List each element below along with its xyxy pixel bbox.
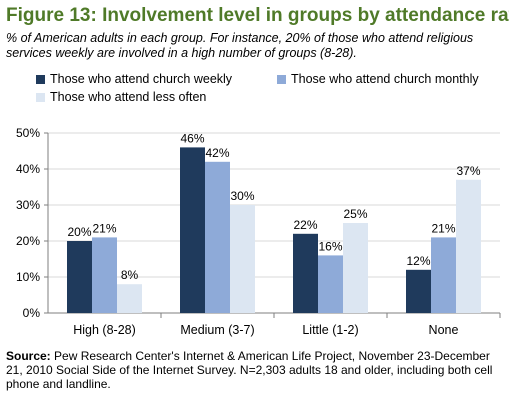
data-label: 46% (180, 131, 204, 145)
y-tick-label: 40% (16, 162, 40, 176)
y-tick-label: 20% (16, 234, 40, 248)
y-tick-label: 0% (23, 306, 41, 320)
bar-chart: 0%10%20%30%40%50%20% 21%8%High (8-28)46%4… (16, 126, 501, 337)
bar (205, 161, 230, 313)
legend-label-monthly: Those who attend church monthly (291, 72, 479, 86)
data-label: 12% (406, 254, 430, 268)
x-tick-label: High (8-28) (73, 323, 136, 337)
bar (230, 205, 255, 313)
bar (406, 269, 431, 313)
legend-swatch-monthly (277, 74, 286, 84)
source-text: Pew Research Center's Internet & America… (6, 349, 493, 391)
data-label: 30% (230, 189, 254, 203)
data-label: 16% (318, 239, 342, 253)
source-note: Source: Pew Research Center's Internet &… (6, 349, 506, 391)
bar (343, 223, 368, 313)
x-tick-label: Little (1-2) (302, 323, 358, 337)
bar (117, 284, 142, 313)
data-label: 22% (293, 218, 317, 232)
x-tick-label: Medium (3-7) (180, 323, 254, 337)
data-label: 21% (92, 221, 116, 235)
bar (318, 255, 343, 313)
data-label: 8% (121, 268, 139, 282)
data-label: 25% (343, 207, 367, 221)
legend-label-less-often: Those who attend less often (50, 90, 207, 104)
x-tick-label: None (429, 323, 459, 337)
bar (92, 237, 117, 313)
chart-area: 0% 10% 20% 30% 40% 50% 20% 21% 8% High (8-28) 46% 4… (0, 118, 509, 349)
source-label: Source: (6, 349, 51, 363)
bar (431, 237, 456, 313)
data-label: 21% (431, 221, 455, 235)
y-tick-label: 50% (16, 126, 40, 140)
legend: Those who attend church weekly Those who… (0, 70, 509, 106)
y-tick-label: 30% (16, 198, 40, 212)
chart-title: Figure 13: Involvement level in groups b… (6, 5, 509, 26)
bar (67, 241, 92, 313)
legend-item-less-often: Those who attend less often (36, 90, 206, 104)
data-label: 37% (456, 164, 480, 178)
bar (456, 179, 481, 313)
bar (293, 233, 318, 313)
legend-swatch-weekly (36, 74, 45, 84)
y-tick-label: 10% (16, 270, 40, 284)
legend-item-weekly: Those who attend church weekly (36, 72, 232, 86)
bar (180, 147, 205, 313)
legend-item-monthly: Those who attend church monthly (277, 72, 479, 86)
legend-swatch-less-often (36, 92, 45, 102)
data-label: 20% (67, 225, 91, 239)
legend-label-weekly: Those who attend church weekly (50, 72, 233, 86)
data-label: 42% (205, 146, 229, 160)
chart-subtitle: % of American adults in each group. For … (6, 31, 474, 60)
